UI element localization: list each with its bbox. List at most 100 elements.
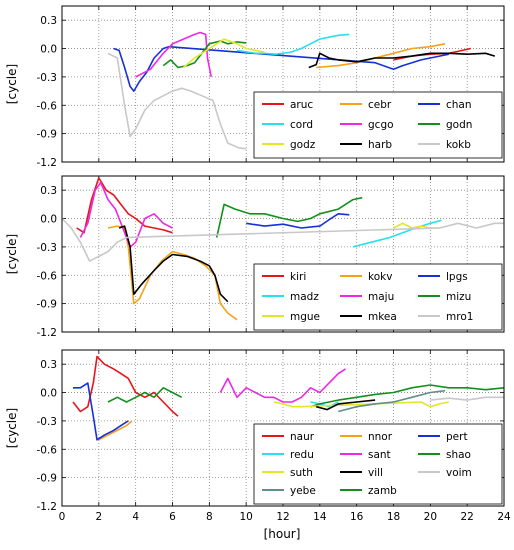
series-line-harb bbox=[308, 52, 496, 69]
series-line-sant bbox=[219, 368, 347, 403]
plot-frame bbox=[61, 349, 505, 507]
legend-label-vill: vill bbox=[368, 467, 383, 479]
series-line-godn bbox=[162, 40, 247, 69]
legend-label-chan: chan bbox=[446, 99, 472, 111]
legend-label-gcgo: gcgo bbox=[368, 119, 394, 131]
legend: naur nnor pert redu sant shao suth vill voim yebe… bbox=[253, 423, 503, 505]
legend-label-zamb: zamb bbox=[368, 485, 397, 497]
legend-label-pert: pert bbox=[446, 431, 468, 443]
legend-box bbox=[253, 91, 503, 159]
x-tick-label: 22 bbox=[460, 511, 473, 523]
y-tick-label: -0.9 bbox=[37, 299, 58, 311]
x-tick-label: 18 bbox=[387, 511, 400, 523]
x-tick-label: 24 bbox=[497, 511, 511, 523]
series-line-kokb bbox=[107, 52, 247, 150]
plot-frame bbox=[61, 175, 505, 333]
series-line-cord bbox=[236, 33, 350, 55]
x-tick-label: 6 bbox=[169, 511, 176, 523]
y-axis-label: [cycle] bbox=[5, 234, 19, 274]
legend-label-cord: cord bbox=[290, 119, 313, 131]
x-axis-label: [hour] bbox=[264, 527, 301, 541]
series-line-mizu bbox=[215, 196, 363, 238]
series-line-godz bbox=[182, 38, 265, 69]
y-axis-label: [cycle] bbox=[5, 408, 19, 448]
x-tick-label: 14 bbox=[313, 511, 327, 523]
legend-label-shao: shao bbox=[446, 449, 471, 461]
panel-1: 0.3 0.0 -0.3 -0.6 -0.9 -1.2 [cycle] aruc cebr cha… bbox=[5, 5, 505, 169]
y-tick-label: -0.6 bbox=[37, 444, 58, 456]
series-line-cebr bbox=[316, 43, 446, 69]
series-line-shao bbox=[310, 384, 505, 408]
y-tick-label: 0.0 bbox=[40, 44, 57, 56]
legend-label-godz: godz bbox=[290, 139, 316, 151]
legend-label-voim: voim bbox=[446, 467, 472, 479]
y-tick-label: 0.3 bbox=[40, 15, 57, 27]
legend-label-godn: godn bbox=[446, 119, 472, 131]
series-line-kiri bbox=[76, 177, 173, 234]
series-line-mgue bbox=[393, 222, 440, 229]
y-tick-label: -0.3 bbox=[37, 72, 58, 84]
series-line-madz bbox=[352, 219, 442, 248]
legend-label-mro1: mro1 bbox=[446, 311, 473, 323]
legend-label-mizu: mizu bbox=[446, 291, 471, 303]
series-line-zamb bbox=[107, 387, 183, 403]
series-line-lpgs bbox=[246, 213, 350, 229]
legend-label-harb: harb bbox=[368, 139, 392, 151]
y-tick-label: -0.9 bbox=[37, 129, 58, 141]
y-tick-label: -0.9 bbox=[37, 473, 58, 485]
y-tick-label: 0.3 bbox=[40, 359, 57, 371]
y-tick-label: -1.2 bbox=[37, 157, 58, 169]
series-line-suth bbox=[273, 401, 449, 408]
series-line-maju bbox=[79, 181, 173, 248]
x-tick-label: 20 bbox=[424, 511, 437, 523]
y-tick-label: -0.6 bbox=[37, 270, 58, 282]
legend-box bbox=[253, 263, 503, 331]
legend: kiri kokv lpgs madz maju mizu mgue mkea mro1 bbox=[253, 263, 503, 331]
series-line-nnor bbox=[98, 420, 133, 441]
panel-2: 0.3 0.0 -0.3 -0.6 -0.9 -1.2 [cycle] kiri kokv lpg… bbox=[5, 175, 505, 339]
legend-label-kiri: kiri bbox=[290, 271, 306, 283]
y-tick-label: 0.0 bbox=[40, 388, 57, 400]
y-tick-label: -0.3 bbox=[37, 416, 58, 428]
y-tick-label: 0.0 bbox=[40, 214, 57, 226]
series-line-pert bbox=[73, 382, 129, 441]
legend-label-nnor: nnor bbox=[368, 431, 393, 443]
series-line-mkea bbox=[118, 225, 229, 303]
x-tick-label: 12 bbox=[276, 511, 289, 523]
x-tick-label: 10 bbox=[239, 511, 252, 523]
legend-label-redu: redu bbox=[290, 449, 314, 461]
legend-label-kokb: kokb bbox=[446, 139, 471, 151]
series-line-yebe bbox=[338, 389, 446, 413]
legend-label-maju: maju bbox=[368, 291, 394, 303]
series-line-chan bbox=[113, 45, 449, 92]
y-tick-label: -0.6 bbox=[37, 100, 58, 112]
x-tick-label: 2 bbox=[95, 511, 102, 523]
y-axis-label: [cycle] bbox=[5, 64, 19, 104]
legend-label-madz: madz bbox=[290, 291, 319, 303]
legend-label-suth: suth bbox=[290, 467, 313, 479]
y-tick-label: -1.2 bbox=[37, 501, 58, 513]
legend-label-cebr: cebr bbox=[368, 99, 392, 111]
legend: aruc cebr chan cord gcgo godn godz harb kokb bbox=[253, 91, 503, 159]
x-tick-label: 4 bbox=[132, 511, 139, 523]
x-tick-label: 16 bbox=[350, 511, 364, 523]
legend-label-mgue: mgue bbox=[290, 311, 320, 323]
x-tick-label: 0 bbox=[59, 511, 66, 523]
panels: 0.3 0.0 -0.3 -0.6 -0.9 -1.2 [cycle] aruc cebr cha… bbox=[5, 5, 511, 523]
series-line-voim bbox=[430, 396, 504, 401]
legend-box bbox=[253, 423, 503, 505]
x-tick-label: 8 bbox=[206, 511, 213, 523]
series-line-vill bbox=[315, 399, 376, 411]
legend-label-kokv: kokv bbox=[368, 271, 392, 283]
y-tick-label: -1.2 bbox=[37, 327, 58, 339]
legend-label-mkea: mkea bbox=[368, 311, 397, 323]
legend-label-aruc: aruc bbox=[290, 99, 313, 111]
panel-3: 0 2 4 6 8 10 12 14 16 18 20 22 240.30.0-0.3-0.6-0.9-… bbox=[5, 349, 511, 523]
legend-label-naur: naur bbox=[290, 431, 315, 443]
legend-label-lpgs: lpgs bbox=[446, 271, 468, 283]
series-line-mro1 bbox=[61, 217, 504, 262]
legend-label-sant: sant bbox=[368, 449, 391, 461]
legend-label-yebe: yebe bbox=[290, 485, 316, 497]
y-tick-label: -0.3 bbox=[37, 242, 58, 254]
